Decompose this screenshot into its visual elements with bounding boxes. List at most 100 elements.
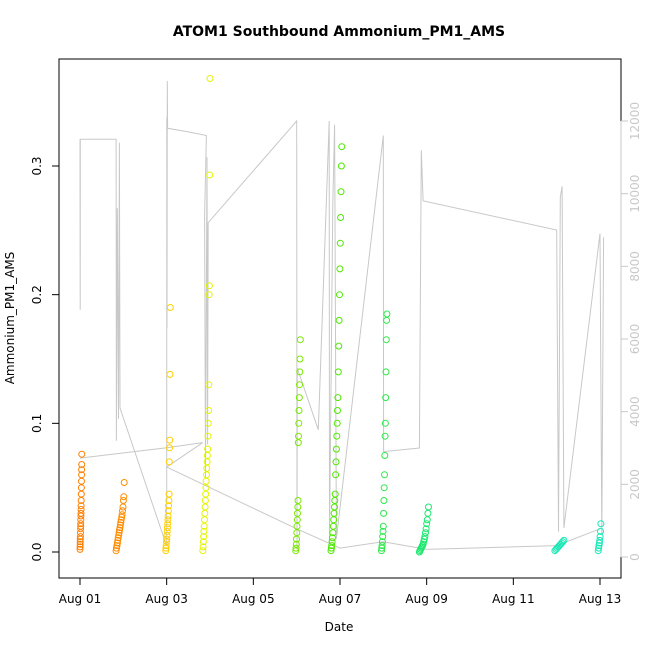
data-point (120, 479, 128, 486)
data-point (206, 171, 214, 179)
y-tick-label: 0.3 (30, 156, 44, 175)
data-point (293, 522, 301, 530)
data-point (337, 188, 345, 196)
data-point (596, 533, 604, 541)
data-point (422, 529, 429, 537)
data-point (327, 547, 335, 555)
data-point (331, 490, 339, 498)
data-point (77, 509, 85, 517)
data-point (162, 542, 170, 550)
data-point (334, 368, 342, 376)
data-point (419, 540, 427, 548)
data-point (203, 464, 211, 472)
data-point (202, 484, 210, 492)
data-point (378, 542, 386, 550)
data-point (166, 370, 174, 378)
data-point (296, 368, 304, 376)
data-point (381, 432, 389, 440)
data-point (295, 407, 303, 414)
data-point (118, 513, 126, 521)
data-point (379, 522, 387, 530)
x-axis: Aug 01 Aug 03 Aug 05 Aug 07 Aug 09 Aug 11 Aug … (59, 577, 621, 606)
data-point (200, 527, 208, 535)
data-point (201, 503, 209, 511)
data-point (382, 368, 390, 376)
data-point (77, 484, 85, 492)
data-point (77, 520, 85, 528)
data-point (114, 536, 122, 544)
data-point (294, 503, 302, 511)
data-point (381, 452, 389, 459)
y2-tick-label: 4000 (628, 396, 642, 427)
data-point (165, 490, 173, 498)
data-point (560, 536, 568, 544)
data-point (420, 538, 428, 546)
x-tick-label: Aug 03 (145, 592, 188, 606)
y-tick-label: 0.2 (30, 285, 44, 304)
data-point (78, 461, 86, 468)
data-point (77, 525, 85, 533)
data-point (294, 497, 302, 504)
data-point (296, 381, 303, 389)
data-point (115, 529, 123, 537)
data-point (113, 542, 121, 550)
x-tick-label: Aug 09 (405, 592, 448, 606)
data-point (165, 502, 173, 510)
data-point (332, 471, 340, 479)
data-point (163, 527, 171, 535)
data-point (77, 502, 85, 510)
data-point (115, 531, 123, 539)
series-4 (292, 336, 304, 555)
data-point (76, 540, 84, 548)
data-point (199, 547, 207, 555)
data-point (382, 394, 390, 402)
data-point (200, 522, 208, 530)
data-point (76, 543, 84, 551)
data-point (78, 466, 86, 474)
data-point (118, 511, 126, 519)
data-point (422, 525, 430, 533)
chart-title: ATOM1 Southbound Ammonium_PM1_AMS (173, 24, 505, 40)
data-point (166, 304, 174, 311)
data-point (120, 493, 128, 501)
data-point (119, 503, 127, 511)
data-point (114, 534, 122, 542)
data-point (421, 533, 429, 541)
y-axis: 0.0 0.1 0.2 0.3 (30, 156, 60, 562)
data-point (379, 533, 387, 541)
data-point (117, 516, 125, 524)
data-point (163, 531, 171, 539)
data-point (199, 538, 207, 546)
data-point (76, 538, 84, 546)
data-point (381, 471, 388, 479)
data-point (205, 282, 213, 290)
data-point (77, 490, 85, 498)
data-point (559, 538, 567, 546)
y2-axis: 0 2000 4000 6000 8000 10000 12000 (620, 102, 642, 561)
y2-tick-label: 8000 (628, 251, 642, 282)
data-point (77, 506, 85, 513)
data-point (334, 394, 342, 402)
data-point (336, 265, 344, 273)
data-point (292, 540, 300, 548)
data-point (76, 533, 84, 541)
data-point (116, 524, 124, 532)
data-point (337, 214, 345, 221)
data-point (202, 477, 210, 485)
data-point (164, 516, 172, 524)
data-point (423, 516, 431, 524)
series-7 (415, 503, 432, 556)
points-layer (76, 75, 605, 556)
data-point (329, 534, 336, 542)
data-point (295, 432, 302, 440)
trend-series-layer (79, 442, 601, 550)
x-tick-label: Aug 01 (59, 592, 102, 606)
data-point (595, 542, 603, 550)
data-point (78, 471, 86, 479)
data-point (383, 316, 391, 324)
series-3 (199, 75, 214, 555)
data-point (424, 509, 432, 517)
series-0 (76, 450, 86, 553)
data-point (201, 509, 209, 517)
data-point (328, 538, 336, 546)
